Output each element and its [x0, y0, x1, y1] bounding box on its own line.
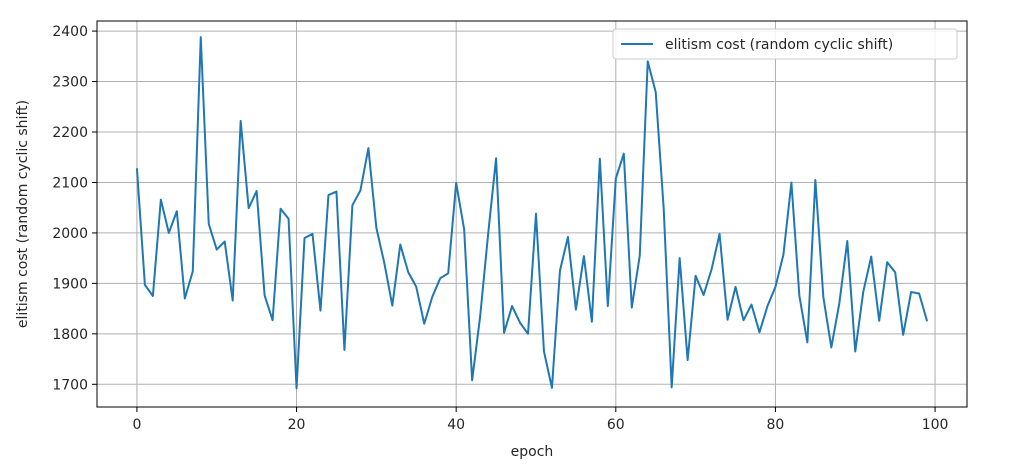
legend-box	[612, 28, 958, 60]
y-tick-label: 2400	[52, 24, 88, 40]
x-axis: 0 20 40 60 80 100	[132, 407, 948, 433]
x-tick-label: 60	[607, 417, 625, 433]
series-line	[135, 36, 929, 390]
x-axis-label: epoch	[511, 444, 554, 460]
y-tick-label: 2200	[52, 125, 88, 141]
series-layer	[135, 36, 929, 390]
y-tick-label: 1900	[52, 276, 88, 292]
y-axis: 1700 1800 1900 2000 2100 2200 2300 2400	[52, 24, 97, 393]
y-tick-label: 1800	[52, 327, 88, 343]
plot-frame	[96, 20, 968, 408]
x-tick-label: 20	[288, 417, 306, 433]
x-tick-label: 0	[132, 417, 141, 433]
x-tick-label: 80	[767, 417, 785, 433]
legend: elitism cost (random cyclic shift)	[612, 28, 958, 60]
x-tick-label: 100	[922, 417, 949, 433]
legend-entry: elitism cost (random cyclic shift)	[665, 37, 893, 53]
y-tick-label: 2000	[52, 226, 88, 242]
x-tick-label: 40	[447, 417, 465, 433]
y-tick-label: 2100	[52, 175, 88, 191]
grid-lines	[97, 21, 967, 407]
y-tick-label: 1700	[52, 377, 88, 393]
y-tick-label: 2300	[52, 75, 88, 91]
y-axis-label: elitism cost (random cyclic shift)	[15, 100, 31, 328]
